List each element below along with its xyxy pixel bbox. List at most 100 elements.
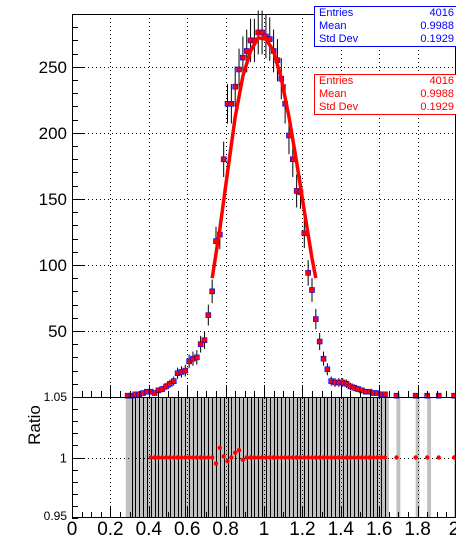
ratio-point [359, 455, 365, 460]
ratio-point [382, 455, 388, 460]
x-tick-label: 1 [259, 519, 270, 538]
stats-value: 0.1929 [420, 101, 454, 113]
histogram-point [313, 316, 319, 322]
histogram-point [236, 66, 242, 73]
x-tick-label: 1.2 [289, 519, 315, 538]
ratio-point [275, 455, 280, 460]
stats-value: 0.9988 [420, 20, 454, 32]
histogram-point [220, 156, 227, 163]
ratio-point [378, 455, 384, 460]
ratio-point [213, 461, 219, 466]
ratio-point [344, 455, 349, 460]
stats-row-entries: Entries 4016 [315, 75, 456, 88]
ratio-point [225, 458, 230, 464]
ratio-point [302, 455, 307, 460]
fit-curve [210, 36, 318, 279]
ratio-point [451, 455, 456, 460]
ratio-point [163, 455, 169, 460]
x-tick-label: 0.4 [136, 519, 163, 538]
ratio-point [202, 455, 207, 460]
stats-label: Entries [319, 75, 354, 87]
histogram-point [194, 354, 200, 361]
ratio-point [171, 455, 176, 460]
ratio-point [317, 455, 322, 460]
histogram-point [205, 312, 212, 318]
ratio-point [294, 455, 299, 460]
x-tick-label: 0.8 [212, 519, 238, 538]
histogram-point [201, 337, 208, 344]
ratio-point [209, 455, 215, 460]
ratio-point [286, 455, 292, 460]
ratio-point [233, 450, 238, 455]
y-tick-label-ratio: 1.05 [44, 390, 68, 404]
ratio-point [236, 448, 242, 453]
ratio-point [263, 455, 269, 460]
ratio-point [190, 455, 196, 460]
stats-value: 0.1929 [420, 33, 454, 45]
x-tick-label: 1.4 [328, 519, 355, 538]
y-tick-label-top: 250 [39, 58, 67, 77]
histogram-point [435, 392, 442, 399]
ratio-point [167, 455, 173, 460]
ratio-point [309, 455, 315, 460]
ratio-point [325, 455, 330, 460]
ratio-point [183, 455, 188, 460]
ratio-point [152, 455, 157, 460]
ratio-point [186, 455, 192, 460]
axis-ticks [72, 14, 447, 519]
ratio-point [229, 455, 234, 460]
histogram-point [259, 29, 265, 36]
ratio-point [217, 445, 223, 451]
ratio-point [336, 455, 342, 460]
ratio-point [282, 455, 288, 460]
ratio-point [367, 455, 372, 460]
ratio-point [244, 455, 249, 460]
histogram-point [182, 367, 189, 374]
histogram-points [124, 10, 456, 399]
ratio-point [375, 455, 380, 460]
ratio-point [194, 455, 199, 460]
y-tick-label-top: 150 [39, 190, 67, 209]
stats-value: 4016 [429, 75, 454, 87]
stats-label: Entries [319, 7, 354, 19]
ratio-point [413, 455, 418, 460]
stats-row-entries: Entries 4016 [315, 7, 456, 20]
histogram-point [324, 366, 331, 373]
ratio-point [305, 455, 311, 460]
stats-box-blue: Entries 4016 Mean 0.9988 Std Dev 0.1929 [314, 6, 456, 47]
stats-label: Std Dev [319, 33, 359, 45]
stats-label: Std Dev [319, 101, 359, 113]
y-tick-label-top: 100 [39, 256, 67, 275]
stats-label: Mean [319, 88, 347, 100]
y-tick-label-top: 200 [39, 124, 67, 143]
histogram-point [209, 288, 215, 295]
x-tick-label: 1.6 [366, 519, 392, 538]
ratio-point [256, 455, 261, 460]
ratio-point [436, 455, 441, 460]
histogram-point [309, 287, 315, 293]
ratio-point [252, 455, 257, 460]
stats-box-red: Entries 4016 Mean 0.9988 Std Dev 0.1929 [314, 74, 456, 115]
ratio-points [148, 445, 456, 466]
histogram-point [320, 355, 327, 362]
histogram-point [451, 392, 456, 399]
ratio-point [160, 455, 165, 460]
stats-row-std-dev: Std Dev 0.1929 [315, 101, 456, 114]
histogram-point [305, 270, 311, 276]
y-tick-label-ratio: 0.95 [44, 509, 68, 523]
stats-row-mean: Mean 0.9988 [315, 88, 456, 101]
stats-label: Mean [319, 20, 347, 32]
histogram-point [316, 338, 323, 345]
x-tick-label: 1.8 [404, 519, 430, 538]
ratio-point [313, 455, 319, 460]
ratio-point [279, 455, 284, 460]
ratio-point [371, 455, 376, 460]
ratio-point [355, 455, 361, 460]
ratio-point [329, 455, 334, 460]
ratio-point [240, 457, 246, 463]
x-tick-label: 0.6 [174, 519, 200, 538]
y-tick-label-ratio: 1 [60, 451, 67, 466]
ratio-point [259, 455, 265, 460]
ratio-point [148, 455, 153, 460]
x-tick-label: 0.2 [97, 519, 123, 538]
